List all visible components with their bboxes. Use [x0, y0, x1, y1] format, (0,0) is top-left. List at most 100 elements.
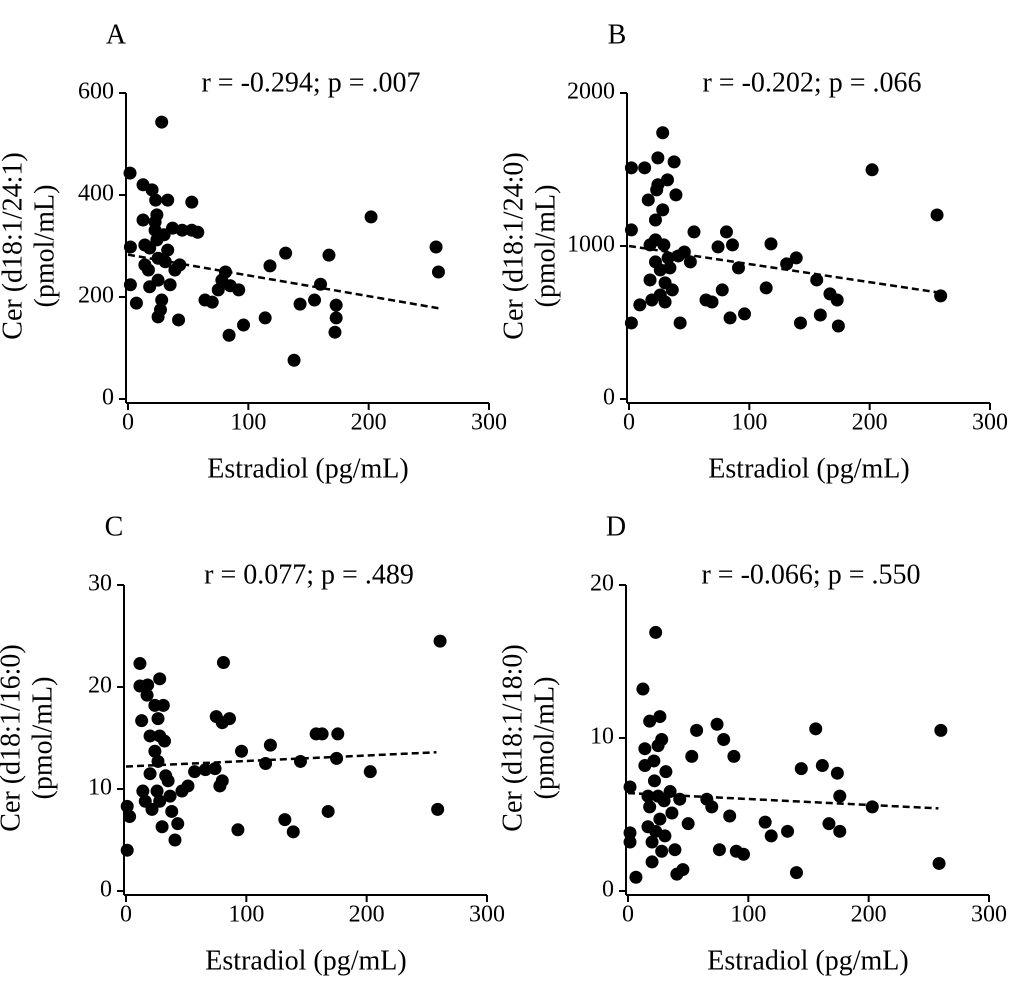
data-point — [151, 712, 165, 726]
data-point — [123, 240, 137, 254]
data-point — [633, 298, 647, 312]
y-tick-label: 10 — [88, 775, 112, 801]
data-point — [809, 722, 823, 736]
data-point — [657, 238, 671, 252]
x-tick-label: 200 — [351, 410, 387, 436]
data-point — [636, 682, 650, 696]
data-point — [685, 749, 699, 763]
y-tick-label: 400 — [78, 181, 114, 207]
data-point — [764, 237, 778, 251]
data-point — [308, 293, 322, 307]
data-point — [158, 734, 172, 748]
trend-line — [628, 244, 940, 294]
data-point — [658, 295, 672, 309]
panel: Dr = -0.066; p = .550 Estradiol (pg/mL) Ce… — [497, 511, 1007, 976]
data-point — [638, 161, 652, 175]
panel: Cr = 0.077; p = .489 Estradiol (pg/mL) Cer… — [0, 511, 505, 976]
data-point — [133, 657, 147, 671]
x-tick-label: 0 — [623, 410, 635, 436]
y-tick-label: 1000 — [567, 232, 615, 258]
data-point — [710, 717, 724, 731]
data-point — [216, 656, 230, 670]
data-point — [934, 723, 948, 737]
data-point — [833, 824, 847, 838]
data-point — [641, 193, 655, 207]
data-point — [645, 835, 659, 849]
y-tick-label: 20 — [88, 673, 112, 699]
x-tick-label: 200 — [349, 902, 385, 928]
data-point — [123, 278, 137, 292]
data-point — [649, 625, 663, 639]
data-point — [758, 815, 772, 829]
x-tick-label: 200 — [851, 902, 887, 928]
y-axis-label: Cer (d18:1/24:0) — [498, 152, 529, 339]
data-point — [153, 672, 167, 686]
data-point — [237, 318, 251, 332]
data-point — [727, 749, 741, 763]
panel-label: A — [106, 19, 127, 50]
data-point — [329, 298, 343, 312]
data-point — [135, 714, 149, 728]
data-point — [188, 765, 202, 779]
data-point — [737, 847, 751, 861]
data-point — [185, 195, 199, 209]
data-point — [155, 115, 169, 129]
data-point — [719, 225, 733, 239]
annotation: r = -0.066; p = .550 — [701, 559, 920, 590]
trend-line — [127, 253, 439, 310]
data-point — [623, 826, 637, 840]
data-point — [723, 311, 737, 325]
data-point — [279, 246, 293, 260]
data-point — [155, 820, 169, 834]
data-point — [141, 263, 155, 277]
data-point — [330, 751, 344, 765]
data-point — [431, 802, 445, 816]
x-tick-label: 300 — [469, 902, 505, 928]
data-point — [669, 188, 683, 202]
data-point — [738, 307, 752, 321]
data-point — [810, 273, 824, 287]
data-point — [638, 742, 652, 756]
y-tick-label: 20 — [590, 571, 614, 597]
panel-label: D — [606, 511, 626, 542]
data-point — [717, 733, 731, 747]
data-point — [161, 774, 175, 788]
data-point — [155, 293, 169, 307]
data-point — [930, 208, 944, 222]
data-point — [667, 155, 681, 169]
data-point — [690, 723, 704, 737]
data-point — [789, 866, 803, 880]
data-point — [865, 800, 879, 814]
data-point — [643, 800, 657, 814]
trend-line — [125, 751, 437, 768]
data-point — [656, 203, 670, 217]
y-tick-label: 600 — [78, 79, 114, 105]
data-point — [191, 225, 205, 239]
data-point — [715, 283, 729, 297]
data-point — [165, 804, 179, 818]
x-axis-label: Estradiol (pg/mL) — [708, 453, 909, 484]
data-point — [315, 727, 329, 741]
data-point — [624, 316, 638, 330]
data-point — [643, 273, 657, 287]
data-point — [653, 710, 667, 724]
x-tick-label: 200 — [852, 410, 888, 436]
data-point — [659, 765, 673, 779]
y-axis-label: (pmol/mL) — [530, 185, 561, 308]
data-point — [668, 843, 682, 857]
data-point — [653, 812, 667, 826]
data-point — [661, 251, 675, 265]
panel-label: C — [105, 511, 124, 542]
y-tick-label: 0 — [603, 385, 615, 411]
data-point — [293, 754, 307, 768]
data-point — [647, 774, 661, 788]
data-point — [143, 767, 157, 781]
trend-line — [627, 791, 939, 810]
data-point — [218, 265, 232, 279]
data-point — [136, 213, 150, 227]
data-point — [429, 240, 443, 254]
data-point — [723, 809, 737, 823]
x-tick-label: 300 — [971, 902, 1007, 928]
data-point — [830, 293, 844, 307]
data-point — [815, 759, 829, 773]
